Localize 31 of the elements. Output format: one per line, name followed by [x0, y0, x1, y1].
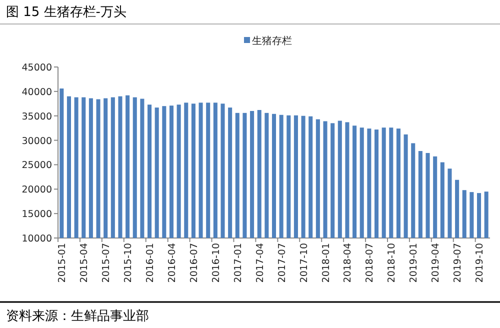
x-tick-label: 2017-01	[232, 243, 244, 283]
x-tick-label: 2019-01	[408, 243, 420, 283]
x-tick-label: 2017-07	[276, 243, 288, 283]
y-tick-label: 30000	[22, 136, 52, 147]
x-tick-label: 2017-04	[254, 243, 266, 283]
x-tick-label: 2015-04	[79, 243, 90, 283]
legend-label: 生猪存栏	[252, 35, 292, 47]
y-tick-label: 25000	[22, 160, 52, 172]
y-tick-label: 35000	[22, 111, 52, 122]
x-tick-label: 2015-07	[101, 243, 112, 283]
x-tick-label: 2018-10	[386, 243, 398, 283]
x-tick-label: 2018-01	[320, 243, 332, 283]
x-tick-label: 2016-07	[188, 243, 200, 283]
y-tick-label: 10000	[22, 234, 52, 244]
text: 资料来源：生鲜品事业部	[6, 309, 149, 324]
x-tick-label: 2016-01	[145, 243, 156, 283]
x-tick-label: 2017-10	[298, 243, 310, 283]
y-tick-label: 15000	[22, 209, 52, 220]
x-tick-label: 2016-10	[210, 243, 222, 283]
x-tick-label: 2016-04	[166, 243, 178, 283]
y-tick-label: 40000	[22, 86, 52, 98]
x-tick-label: 2015-01	[57, 243, 68, 283]
x-tick-label: 2019-07	[452, 243, 464, 283]
x-tick-label: 2018-04	[342, 243, 354, 283]
x-tick-label: 2019-10	[474, 243, 486, 283]
chart-title: 图 15 生猪存栏-万头	[6, 5, 126, 20]
x-tick-label: 2019-04	[430, 243, 442, 283]
x-tick-label: 2018-07	[364, 243, 376, 283]
y-tick-label: 20000	[22, 184, 52, 196]
y-tick-label: 45000	[22, 62, 52, 74]
x-tick-label: 2015-10	[123, 243, 134, 283]
